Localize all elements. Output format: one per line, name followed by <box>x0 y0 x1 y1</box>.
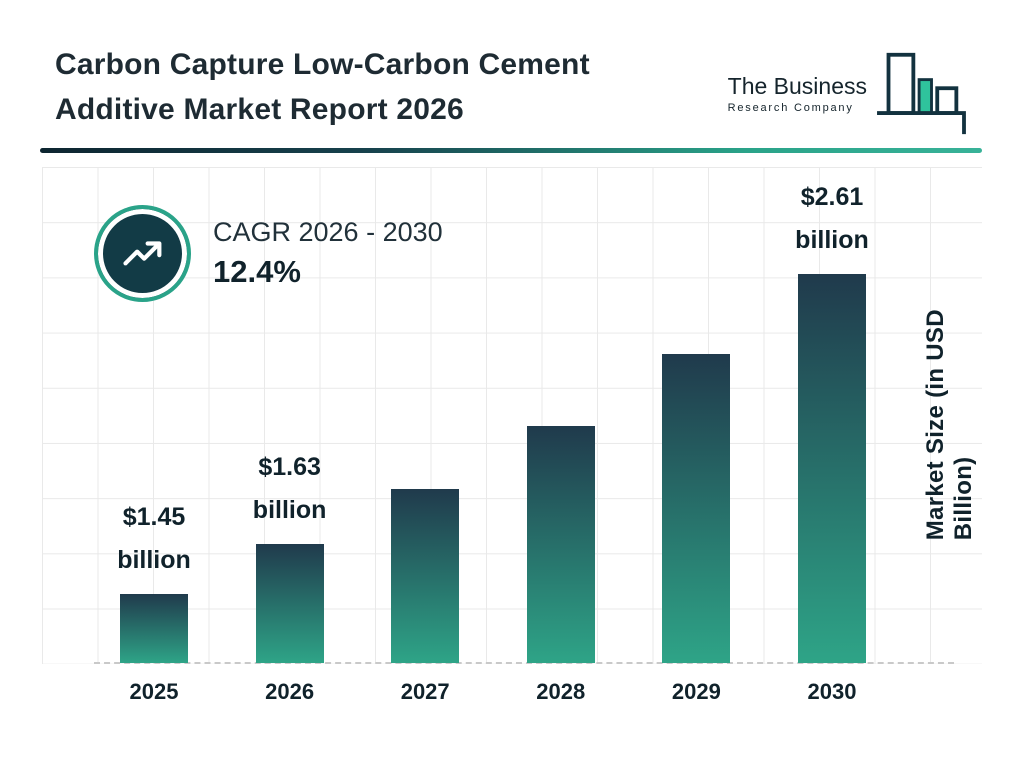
bar-column-2030: $2.61 billion 2030 <box>795 176 869 704</box>
bar-column-2026: $1.63 billion 2026 <box>252 446 327 704</box>
growth-arrow-icon <box>94 205 191 302</box>
x-axis-baseline <box>94 662 954 664</box>
cagr-badge: CAGR 2026 - 2030 12.4% <box>94 205 443 302</box>
x-axis-label-2026: 2026 <box>265 679 315 704</box>
bar-2030 <box>797 274 866 663</box>
x-axis-label-2030: 2030 <box>807 679 857 704</box>
page-title-line2: Additive Market Report 2026 <box>55 93 464 126</box>
bar-2029 <box>662 354 731 663</box>
x-axis-label-2029: 2029 <box>671 679 721 704</box>
x-axis-label-2028: 2028 <box>536 679 586 704</box>
company-logo-text: The Business Research Company <box>728 73 867 114</box>
company-name: The Business <box>727 72 867 99</box>
cagr-range-label: CAGR 2026 - 2030 <box>213 217 443 247</box>
y-axis-label: Market Size (in USD Billion) <box>922 308 977 540</box>
bars-container: $1.45 billion 2025 $1.63 billion 2026 2027 2028… <box>117 167 869 704</box>
bar-column-2027: 2027 <box>391 489 460 704</box>
bar-value-label-2025: $1.45 billion <box>117 503 191 574</box>
divider-line <box>40 148 982 153</box>
bar-chart-logo-icon <box>877 52 966 135</box>
page-title: Carbon Capture Low-Carbon Cement Additiv… <box>55 42 590 132</box>
bar-value-label-2030: $2.61 billion <box>795 183 869 254</box>
x-axis-label-2027: 2027 <box>400 679 450 704</box>
bar-2028 <box>526 426 595 663</box>
cagr-value: 12.4% <box>213 254 301 289</box>
bar-chart: CAGR 2026 - 2030 12.4% $1.45 billion 2025 $… <box>42 167 982 704</box>
bar-2027 <box>391 489 460 663</box>
bar-value-label-2026: $1.63 billion <box>252 453 327 524</box>
bar-column-2025: $1.45 billion 2025 <box>117 496 191 704</box>
bar-column-2028: 2028 <box>526 426 595 704</box>
company-logo: The Business Research Company <box>728 50 969 136</box>
x-axis-label-2025: 2025 <box>129 679 179 704</box>
bar-column-2029: 2029 <box>662 354 731 704</box>
cagr-text: CAGR 2026 - 2030 12.4% <box>213 217 443 290</box>
header: Carbon Capture Low-Carbon Cement Additiv… <box>0 0 1024 136</box>
bar-2026 <box>255 544 324 663</box>
bar-2025 <box>120 594 188 663</box>
page-title-line1: Carbon Capture Low-Carbon Cement <box>55 48 590 81</box>
company-subtitle: Research Company <box>727 101 854 114</box>
